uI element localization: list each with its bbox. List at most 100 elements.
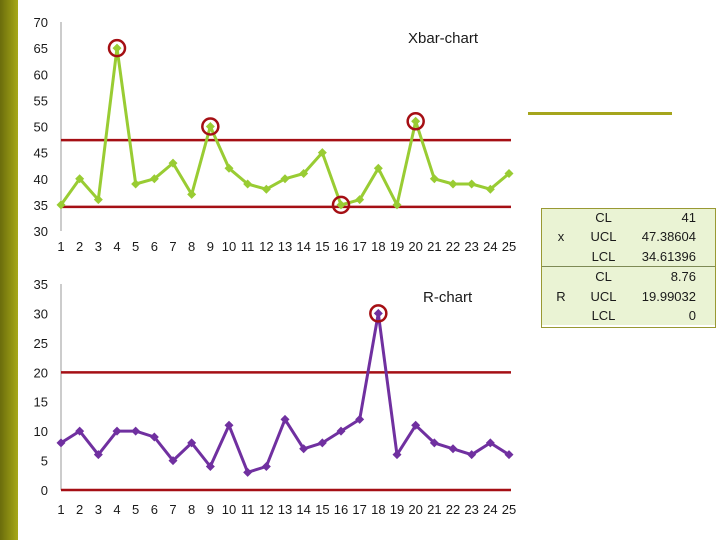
stats-label: CL (581, 266, 626, 287)
stats-row: LCL 0 (541, 306, 716, 325)
xbar-highlight-circle (406, 112, 425, 131)
xbar-data-point (56, 200, 66, 210)
xbar-y-tick-label: 65 (34, 41, 48, 56)
r-data-point (411, 420, 421, 430)
stats-row: UCL 47.38604 (541, 227, 716, 246)
xbar-x-tick-label: 9 (207, 239, 214, 254)
r-chart-title: R-chart (423, 289, 473, 306)
sidebar-accent (0, 0, 18, 540)
r-highlight-circle (369, 304, 388, 323)
r-x-tick-label: 2 (76, 502, 83, 517)
r-y-tick-label: 35 (34, 277, 48, 292)
stats-group-label: R (541, 266, 581, 326)
xbar-x-tick-label: 16 (334, 239, 348, 254)
xbar-y-tick-label: 45 (34, 146, 48, 161)
r-data-point (448, 444, 458, 454)
r-data-point (392, 450, 402, 460)
r-x-tick-label: 14 (296, 502, 310, 517)
xbar-x-tick-label: 5 (132, 239, 139, 254)
xbar-data-point (355, 195, 365, 205)
r-data-point (131, 426, 141, 436)
stats-row: x CL 41 (541, 208, 716, 244)
r-data-point (355, 414, 365, 424)
r-y-tick-label: 10 (34, 424, 48, 439)
r-data-point (317, 438, 327, 448)
xbar-x-tick-label: 2 (76, 239, 83, 254)
r-x-tick-label: 21 (427, 502, 441, 517)
stats-value: 41 (681, 210, 696, 225)
r-x-tick-label: 8 (188, 502, 195, 517)
xbar-x-tick-label: 21 (427, 239, 441, 254)
r-x-tick-label: 3 (95, 502, 102, 517)
xbar-data-point (187, 189, 197, 199)
xbar-data-point (112, 43, 122, 53)
xbar-data-point (131, 179, 141, 189)
xbar-data-point (485, 184, 495, 194)
r-x-tick-label: 24 (483, 502, 497, 517)
r-data-point (429, 438, 439, 448)
r-data-point (149, 432, 159, 442)
r-x-tick-label: 4 (113, 502, 120, 517)
stats-group-label: x (557, 229, 565, 245)
r-x-tick-label: 10 (222, 502, 236, 517)
r-data-point (373, 308, 383, 318)
xbar-x-tick-label: 10 (222, 239, 236, 254)
xbar-data-point (336, 200, 346, 210)
r-data-point (112, 426, 122, 436)
stats-row: UCL 19.99032 (541, 287, 716, 306)
r-x-tick-label: 5 (132, 502, 139, 517)
xbar-data-point (75, 174, 85, 184)
r-data-point (467, 450, 477, 460)
xbar-x-tick-label: 25 (502, 239, 516, 254)
stats-label: LCL (591, 248, 616, 264)
r-x-tick-label: 9 (207, 502, 214, 517)
xbar-highlight-circle (331, 195, 351, 215)
stats-row: R CL 8.76 (541, 266, 716, 326)
r-x-tick-label: 16 (334, 502, 348, 517)
xbar-x-tick-label: 22 (446, 239, 460, 254)
r-x-tick-label: 22 (446, 502, 460, 517)
xbar-x-tick-label: 8 (188, 239, 195, 254)
xbar-y-tick-label: 40 (34, 172, 48, 187)
xbar-x-tick-label: 15 (315, 239, 329, 254)
r-x-tick-label: 7 (169, 502, 176, 517)
r-x-tick-label: 23 (464, 502, 478, 517)
r-x-tick-label: 1 (57, 502, 64, 517)
xbar-x-tick-label: 20 (408, 239, 422, 254)
stats-value: 19.99032 (641, 288, 696, 304)
r-x-tick-label: 19 (390, 502, 404, 517)
xbar-x-tick-label: 24 (483, 239, 497, 254)
xbar-data-point (467, 179, 477, 189)
xbar-chart-title: Xbar-chart (408, 30, 479, 47)
xbar-data-point (243, 179, 253, 189)
xbar-y-tick-label: 35 (34, 198, 48, 213)
xbar-x-tick-label: 4 (113, 239, 120, 254)
stats-value: 34.61396 (641, 248, 696, 264)
r-x-tick-label: 20 (408, 502, 422, 517)
r-data-point (56, 438, 66, 448)
r-x-tick-label: 18 (371, 502, 385, 517)
xbar-data-point (448, 179, 458, 189)
stats-label: LCL (591, 308, 616, 324)
xbar-x-tick-label: 7 (169, 239, 176, 254)
xbar-data-point (205, 122, 215, 131)
r-x-tick-label: 25 (502, 502, 516, 517)
r-data-point (224, 420, 234, 430)
xbar-data-point (317, 148, 327, 158)
r-x-tick-label: 15 (315, 502, 329, 517)
r-data-point (243, 467, 253, 477)
xbar-data-point (411, 116, 421, 126)
stats-row: LCL 34.61396 (541, 247, 716, 267)
xbar-x-tick-label: 14 (296, 239, 310, 254)
r-x-tick-label: 13 (278, 502, 292, 517)
r-y-tick-label: 0 (41, 483, 48, 498)
r-x-tick-label: 17 (352, 502, 366, 517)
xbar-x-tick-label: 1 (57, 239, 64, 254)
stats-table: x CL 41 UCL 47.38604 LCL 34.61396 R CL 8… (541, 208, 716, 326)
stats-value: 8.76 (626, 266, 716, 287)
stats-label: CL (595, 210, 612, 225)
xbar-y-tick-label: 70 (34, 15, 48, 30)
xbar-x-tick-label: 19 (390, 239, 404, 254)
